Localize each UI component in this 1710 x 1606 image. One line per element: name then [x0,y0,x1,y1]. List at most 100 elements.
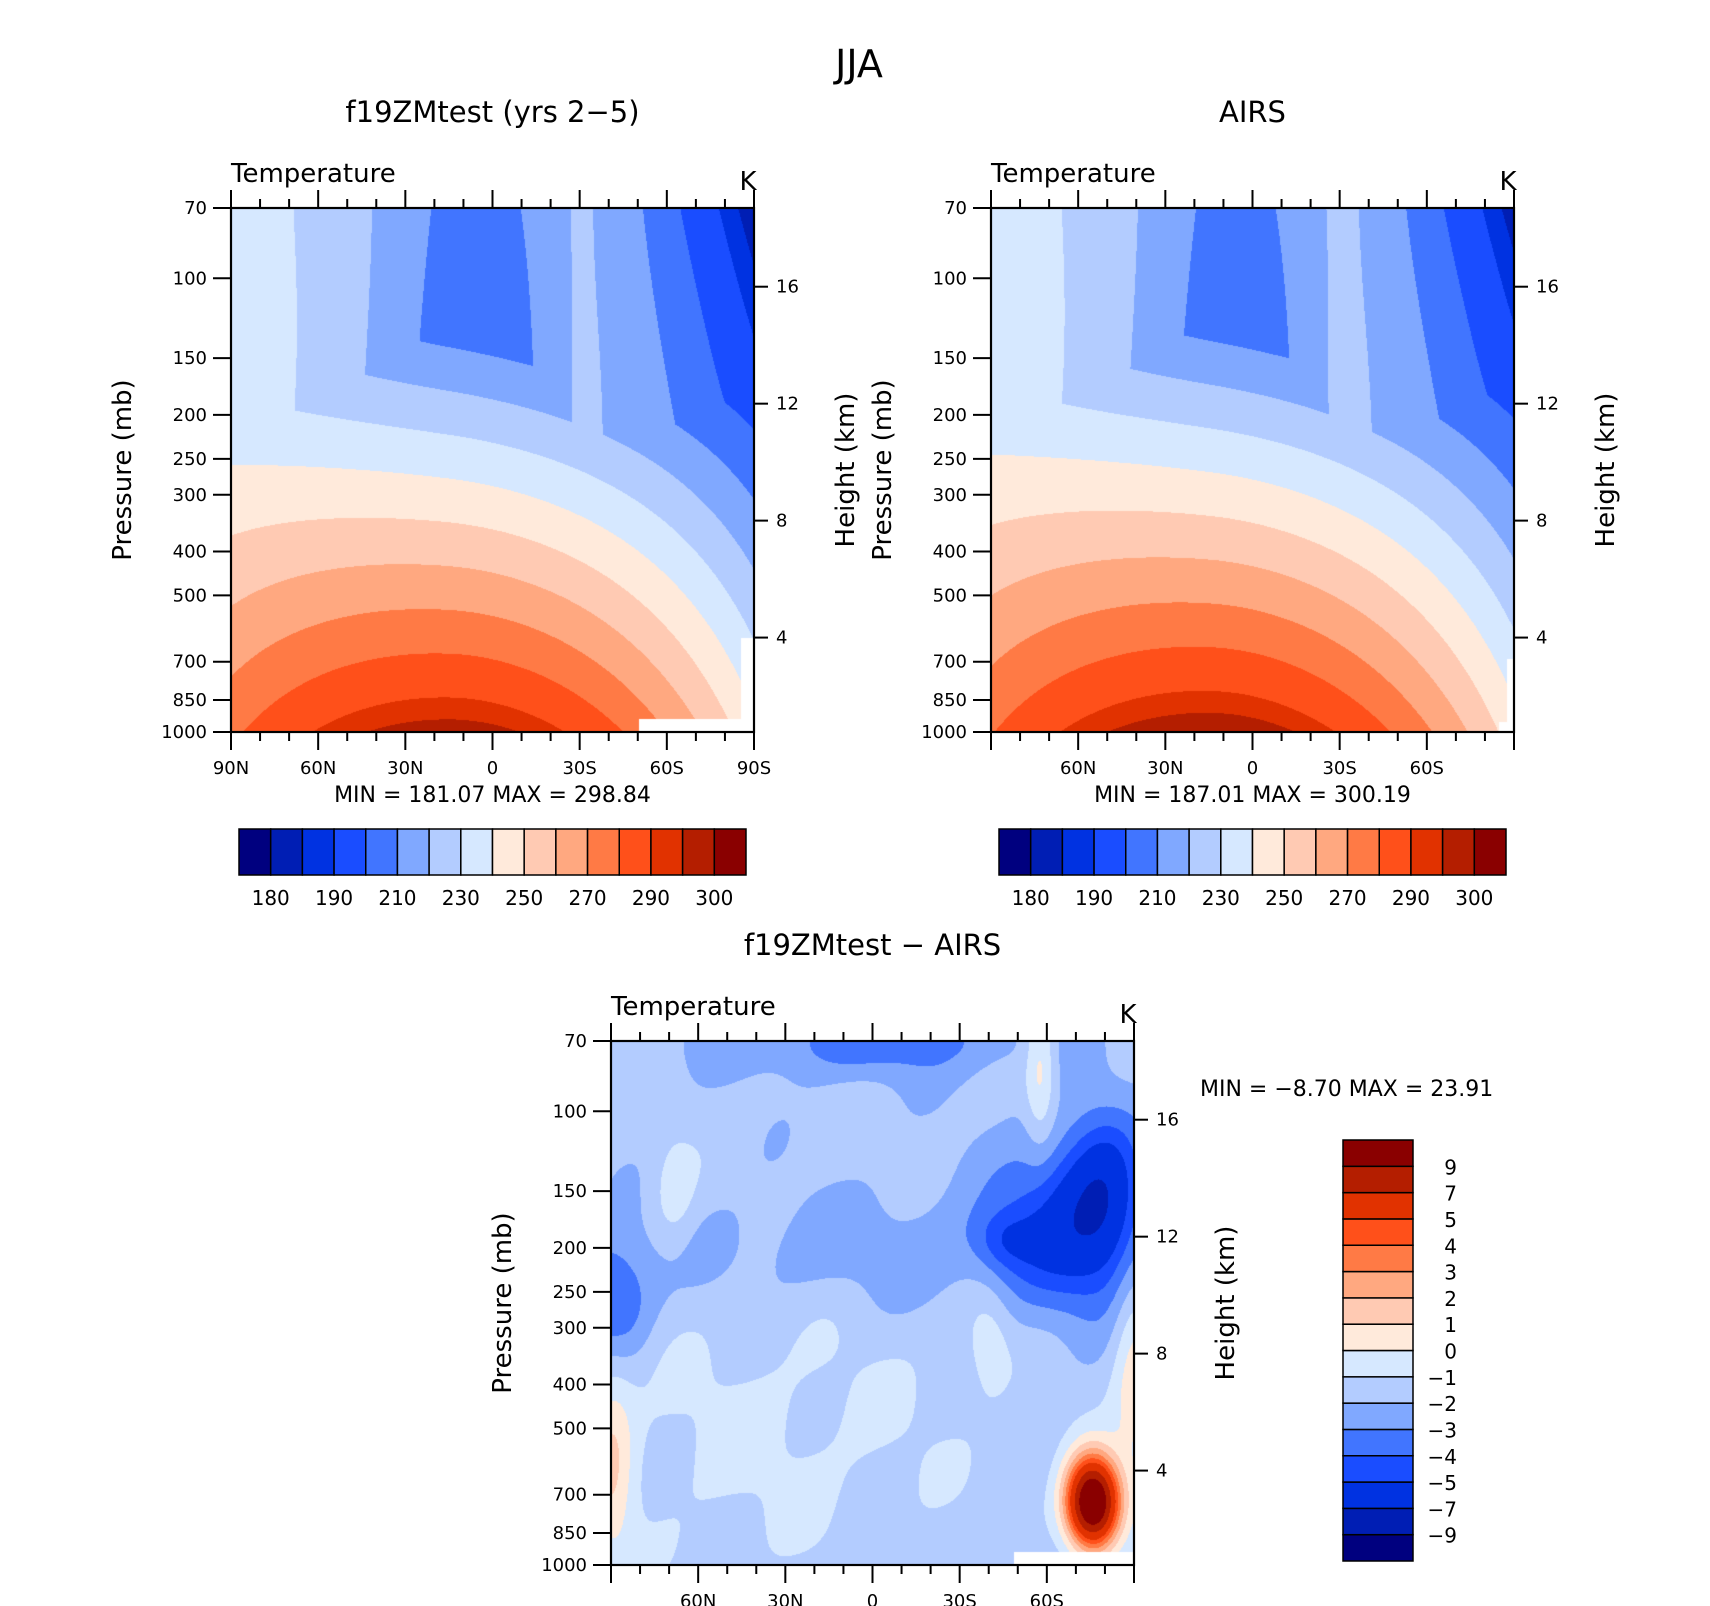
colorbar-swatch [1125,828,1159,876]
colorbar-swatch [523,828,557,876]
panel-title: f19ZMtest (yrs 2−5) [345,95,639,129]
colorbar-swatch [555,828,589,876]
colorbar-swatch [365,828,399,876]
colorbar-swatch [650,828,684,876]
lat-tick-label: 30S [562,758,596,779]
colorbar-swatch [1342,1165,1414,1194]
pressure-tick-label: 150 [933,348,967,369]
colorbar-label: 270 [568,886,606,910]
colorbar-label: −4 [1428,1445,1457,1469]
colorbar-swatch [1342,1455,1414,1483]
panel-title: AIRS [1219,95,1286,129]
colorbar-swatch [586,828,620,876]
lat-tick-label: 60N [680,1591,716,1606]
colorbar-swatch [1029,828,1064,876]
lat-tick-label: 0 [867,1591,878,1606]
min-max-stats: MIN = −8.70 MAX = 23.91 [1200,1077,1493,1102]
height-tick-label: 4 [1156,1461,1167,1482]
colorbar-label: 5 [1444,1208,1457,1232]
pressure-tick-label: 300 [173,485,207,506]
colorbar-swatch [1220,828,1254,876]
panel-left-string: Temperature [230,159,396,189]
colorbar-label: 9 [1444,1155,1457,1179]
min-max-stats: MIN = 187.01 MAX = 300.19 [1094,783,1411,808]
plot-frame-model [229,206,756,734]
colorbar-swatch [460,828,494,876]
colorbar-swatch [1342,1349,1414,1378]
colorbar-swatch [1342,1270,1414,1299]
height-tick-label: 8 [1156,1344,1167,1365]
colorbar-swatch [713,828,747,876]
colorbar-swatch [1156,828,1190,876]
height-tick-label: 8 [1536,511,1547,532]
pressure-tick-label: 400 [553,1374,587,1395]
panel-title: f19ZMtest − AIRS [744,928,1001,962]
colorbar-swatch [1342,1191,1414,1220]
height-tick-label: 16 [1536,277,1559,298]
colorbar-label: 210 [1138,886,1176,910]
lat-tick-label: 30S [942,1591,976,1606]
colorbar-swatch [1410,828,1444,876]
pressure-tick-label: 250 [553,1282,587,1303]
units-label: K [1119,1000,1137,1030]
colorbar-swatch [238,828,272,876]
colorbar-swatch [1342,1139,1414,1168]
lat-tick-label: 0 [487,758,498,779]
figure-title: JJA [835,42,883,86]
colorbar-label: 300 [695,886,733,910]
colorbar-label: 0 [1444,1340,1457,1364]
colorbar-label: 190 [1075,886,1113,910]
colorbar-label: −5 [1428,1471,1457,1495]
colorbar-swatch [681,828,716,876]
lat-tick-label: 90N [213,758,249,779]
pressure-tick-label: 300 [933,485,967,506]
height-tick-label: 16 [776,277,799,298]
colorbar-swatch [1342,1244,1414,1273]
height-tick-label: 8 [776,511,787,532]
lat-tick-label: 60S [1410,758,1444,779]
pressure-tick-label: 250 [173,449,207,470]
colorbar-label: 190 [315,886,353,910]
pressure-tick-label: 700 [553,1485,587,1506]
colorbar-swatch [1283,828,1317,876]
colorbar-swatch [491,828,525,876]
colorbar-swatch [1251,828,1285,876]
pressure-tick-label: 70 [184,198,207,219]
plot-frame-diff [609,1039,1136,1567]
pressure-tick-label: 200 [553,1238,587,1259]
colorbar-swatch [1188,828,1222,876]
colorbar-swatch [1342,1481,1414,1510]
colorbar-swatch [1093,828,1127,876]
colorbar-label: 230 [1202,886,1240,910]
height-axis-label: Height (km) [1211,1226,1241,1381]
colorbar-swatch [618,828,652,876]
lat-tick-label: 60N [1060,758,1096,779]
plot-frame-obs [989,206,1516,734]
height-tick-label: 4 [1536,628,1547,649]
lat-tick-label: 90S [737,758,771,779]
pressure-tick-label: 100 [933,268,967,289]
colorbar-label: −1 [1428,1366,1457,1390]
colorbar-label: 2 [1444,1287,1457,1311]
colorbar-swatch [301,828,335,876]
pressure-tick-label: 850 [553,1523,587,1544]
colorbar-label: 230 [442,886,480,910]
colorbar-swatch [1441,828,1476,876]
pressure-tick-label: 200 [173,405,207,426]
pressure-axis-label: Pressure (mb) [488,1212,518,1393]
pressure-tick-label: 70 [564,1031,587,1052]
pressure-tick-label: 850 [933,690,967,711]
lat-tick-label: 30N [767,1591,803,1606]
pressure-tick-label: 100 [553,1101,587,1122]
pressure-tick-label: 250 [933,449,967,470]
colorbar-label: 300 [1455,886,1493,910]
colorbar-label: 7 [1444,1182,1457,1206]
colorbar-swatch [1342,1428,1414,1457]
units-label: K [1499,167,1517,197]
colorbar-label: 4 [1444,1234,1457,1258]
colorbar-swatch [1342,1402,1414,1431]
colorbar-swatch [1378,828,1412,876]
pressure-tick-label: 850 [173,690,207,711]
pressure-tick-label: 500 [173,585,207,606]
contour-field-obs [991,208,1514,732]
